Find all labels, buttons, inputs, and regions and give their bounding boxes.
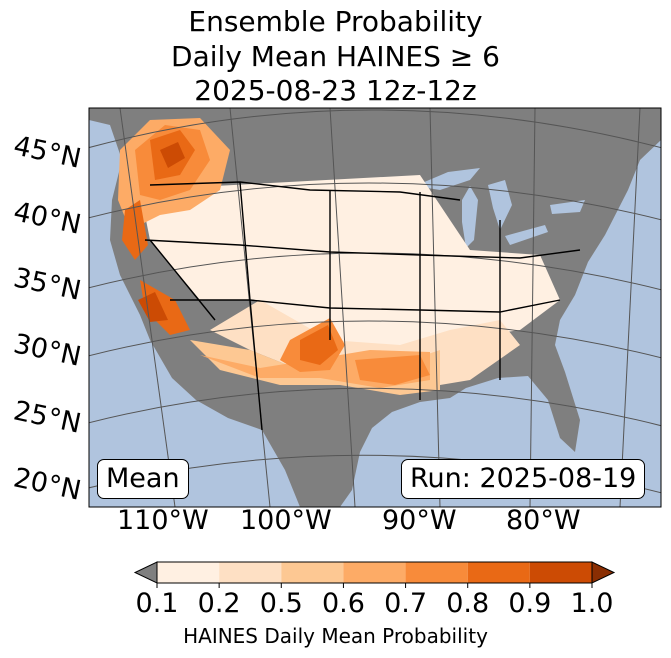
lon-label-80w: 80°W xyxy=(506,505,581,536)
colorbar-bin xyxy=(467,562,530,583)
colorbar-bin xyxy=(157,562,220,583)
title-line-2: Daily Mean HAINES ≥ 6 xyxy=(171,40,500,73)
colorbar-tick-label: 0.8 xyxy=(446,588,490,619)
lon-label-90w: 90°W xyxy=(382,505,457,536)
colorbar-under-arrow xyxy=(133,561,158,584)
probability-overlay xyxy=(118,118,560,395)
title-line-1: Ensemble Probability xyxy=(188,5,483,38)
colorbar-bin xyxy=(529,562,592,583)
colorbar-tick-label: 0.5 xyxy=(259,588,303,619)
lon-label-110w: 110°W xyxy=(117,505,209,536)
colorbar-over-arrow xyxy=(591,561,616,584)
mean-label-box: Mean xyxy=(97,459,189,499)
colorbar-bin xyxy=(405,562,468,583)
colorbar-tick-label: 0.2 xyxy=(197,588,241,619)
map-frame xyxy=(88,107,662,508)
colorbar-tick-label: 0.1 xyxy=(135,588,179,619)
run-date-box: Run: 2025-08-19 xyxy=(401,459,646,499)
lon-label-100w: 100°W xyxy=(240,505,332,536)
title-line-3: 2025-08-23 12z-12z xyxy=(194,74,477,107)
colorbar-tick-label: 0.6 xyxy=(321,588,365,619)
colorbar-bin xyxy=(219,562,282,583)
colorbar-bin xyxy=(343,562,406,583)
colorbar-bin xyxy=(281,562,344,583)
colorbar-tick-label: 0.9 xyxy=(508,588,552,619)
colorbar-tick-label: 0.7 xyxy=(384,588,428,619)
great-lakes xyxy=(415,168,585,248)
colorbar-tick-label: 1.0 xyxy=(570,588,614,619)
colorbar-label: HAINES Daily Mean Probability xyxy=(183,624,488,648)
state-boundaries xyxy=(144,181,581,431)
